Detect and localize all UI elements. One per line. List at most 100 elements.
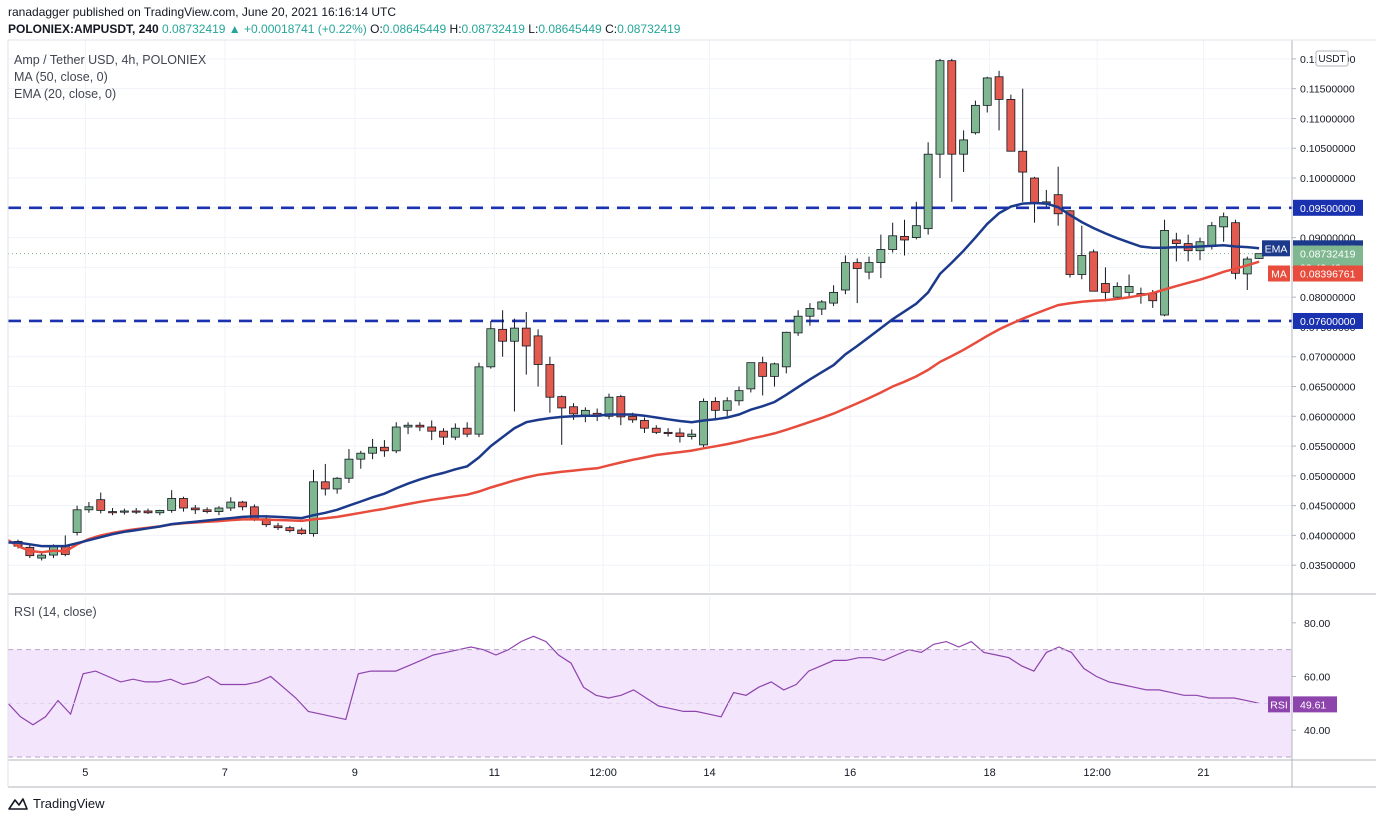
candle-down[interactable]: [533, 329, 543, 387]
candle-up[interactable]: [356, 450, 366, 469]
candle-down[interactable]: [285, 525, 295, 533]
candle-down[interactable]: [273, 522, 283, 531]
candle-down[interactable]: [758, 356, 768, 396]
candle-up[interactable]: [1077, 225, 1087, 280]
candle-down[interactable]: [427, 420, 437, 441]
candle-up[interactable]: [793, 310, 803, 336]
candle-down[interactable]: [96, 492, 106, 514]
candle-down[interactable]: [1089, 249, 1099, 292]
symbol[interactable]: POLONIEX:AMPUSDT, 240: [8, 22, 159, 36]
open-value: 0.08645449: [382, 22, 447, 36]
candle-down[interactable]: [852, 258, 862, 304]
candle-down[interactable]: [380, 440, 389, 457]
candle-down[interactable]: [900, 219, 909, 256]
legend-rsi[interactable]: RSI (14, close): [14, 605, 97, 619]
candle-down[interactable]: [1065, 210, 1075, 278]
candle-up[interactable]: [344, 449, 354, 483]
candle-up[interactable]: [935, 58, 945, 179]
candle-down[interactable]: [545, 356, 555, 413]
candle-up[interactable]: [1219, 212, 1229, 242]
candle-up[interactable]: [368, 438, 378, 460]
candle-up[interactable]: [817, 300, 827, 316]
candle-down[interactable]: [320, 463, 330, 496]
candle-up[interactable]: [167, 490, 177, 513]
candle-up[interactable]: [722, 397, 732, 417]
candle-down[interactable]: [297, 527, 307, 535]
candles[interactable]: [13, 58, 1264, 561]
candle-up[interactable]: [486, 320, 496, 369]
candle-down[interactable]: [1018, 88, 1028, 202]
candle-up[interactable]: [864, 256, 874, 280]
candle-down[interactable]: [1101, 267, 1110, 300]
candle-up[interactable]: [982, 76, 992, 113]
candle-up[interactable]: [959, 130, 968, 173]
candle-down[interactable]: [663, 428, 673, 437]
candle-down[interactable]: [557, 395, 567, 445]
candle-down[interactable]: [651, 425, 661, 435]
candle-down[interactable]: [1030, 176, 1039, 223]
candle-up[interactable]: [1254, 253, 1264, 260]
candle-up[interactable]: [510, 318, 519, 412]
candle-down[interactable]: [131, 508, 141, 514]
candle-up[interactable]: [391, 422, 401, 454]
candle-down[interactable]: [521, 312, 531, 375]
brand-label: TradingView: [33, 796, 105, 811]
candle-up[interactable]: [687, 429, 697, 440]
candle-up[interactable]: [841, 255, 850, 295]
candle-down[interactable]: [108, 508, 117, 516]
candle-body: [1053, 194, 1063, 215]
candle-down[interactable]: [1053, 166, 1063, 226]
candle-up[interactable]: [84, 502, 94, 513]
candle-down[interactable]: [616, 394, 626, 426]
candle-down[interactable]: [640, 417, 649, 433]
candle-down[interactable]: [190, 505, 200, 514]
candle-down[interactable]: [947, 58, 957, 202]
candle-up[interactable]: [876, 234, 886, 279]
candle-down[interactable]: [238, 500, 247, 511]
candle-up[interactable]: [119, 508, 129, 515]
candle-up[interactable]: [309, 469, 318, 537]
legend-title[interactable]: Amp / Tether USD, 4h, POLONIEX: [14, 53, 207, 67]
candle-up[interactable]: [474, 362, 484, 438]
candle-down[interactable]: [143, 508, 153, 514]
candle-up[interactable]: [450, 423, 460, 441]
candle-down[interactable]: [710, 397, 720, 419]
legend-ema[interactable]: EMA (20, close, 0): [14, 87, 117, 101]
candle-up[interactable]: [1160, 219, 1169, 317]
tradingview-brand[interactable]: TradingView: [8, 796, 105, 811]
candle-up[interactable]: [911, 201, 921, 240]
candle-up[interactable]: [888, 222, 898, 253]
candle-up[interactable]: [923, 142, 933, 235]
candle-up[interactable]: [699, 398, 708, 448]
candle-down[interactable]: [1006, 94, 1016, 152]
legend-ma[interactable]: MA (50, close, 0): [14, 70, 108, 84]
candle-down[interactable]: [498, 310, 508, 357]
candle-up[interactable]: [403, 422, 413, 435]
candle-down[interactable]: [439, 428, 448, 445]
candle-up[interactable]: [226, 497, 236, 511]
candle-up[interactable]: [214, 506, 224, 516]
candle-down[interactable]: [179, 496, 188, 512]
candle-down[interactable]: [994, 70, 1004, 131]
candle-down[interactable]: [675, 428, 685, 443]
candle-up[interactable]: [1112, 282, 1122, 300]
candle-up[interactable]: [770, 362, 779, 387]
candle-down[interactable]: [415, 422, 425, 432]
candle-down[interactable]: [462, 422, 472, 438]
candle-up[interactable]: [332, 477, 342, 494]
candle-up[interactable]: [746, 362, 756, 393]
candle-up[interactable]: [37, 553, 47, 561]
horizontal-levels[interactable]: [8, 206, 1292, 323]
candle-up[interactable]: [1195, 237, 1205, 261]
candle-down[interactable]: [202, 507, 212, 514]
candle-up[interactable]: [72, 505, 82, 536]
candle-up[interactable]: [781, 331, 791, 374]
candle-up[interactable]: [829, 285, 838, 307]
candle-up[interactable]: [971, 100, 980, 135]
candle-up[interactable]: [155, 509, 165, 516]
candle-up[interactable]: [805, 303, 815, 326]
candle-up[interactable]: [734, 386, 744, 406]
candle-up[interactable]: [1242, 256, 1252, 291]
candle-up[interactable]: [1124, 274, 1134, 299]
